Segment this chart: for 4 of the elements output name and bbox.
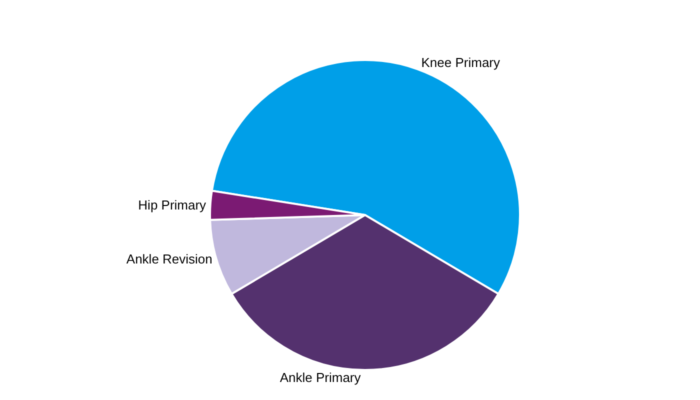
slice-label: Hip Primary bbox=[138, 198, 207, 213]
slice-label: Ankle Revision bbox=[126, 251, 212, 266]
slice-label: Knee Primary bbox=[421, 55, 501, 70]
slice-label: Ankle Primary bbox=[280, 370, 362, 385]
